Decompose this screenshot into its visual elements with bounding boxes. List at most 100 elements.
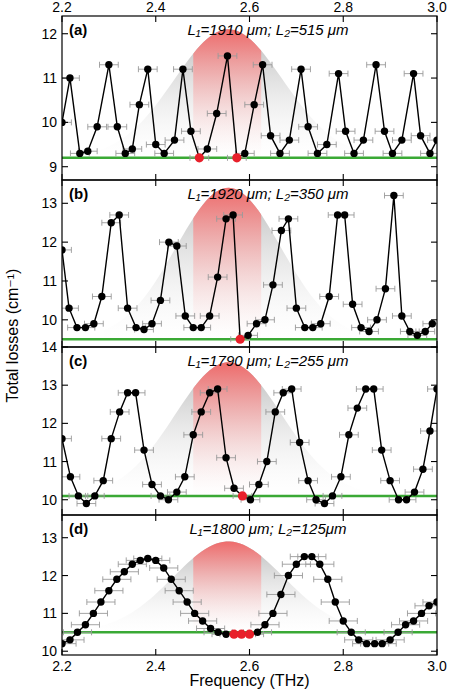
data-point — [362, 385, 369, 392]
data-point — [398, 136, 405, 143]
error-bar — [217, 455, 236, 461]
data-point — [148, 320, 155, 327]
error-bar — [385, 193, 404, 199]
data-point — [372, 61, 379, 68]
y-tick — [431, 166, 437, 167]
y-tick — [62, 203, 68, 204]
error-bar — [361, 641, 389, 647]
data-point — [417, 132, 424, 139]
data-point — [312, 496, 319, 503]
error-bar — [62, 247, 71, 253]
series-line — [62, 389, 437, 504]
y-tick — [431, 575, 437, 576]
data-point — [390, 192, 397, 199]
data-point — [373, 316, 380, 323]
x-tick — [249, 341, 250, 347]
error-bar — [384, 629, 412, 635]
error-bar — [376, 286, 395, 292]
x-tick — [155, 174, 156, 180]
x-tick — [155, 509, 156, 515]
data-point — [190, 324, 197, 331]
data-point — [179, 65, 186, 72]
data-point — [285, 215, 292, 222]
data-point — [255, 481, 262, 488]
data-point — [382, 285, 389, 292]
y-tick — [62, 461, 68, 462]
data-point — [355, 636, 362, 643]
plot-frame — [62, 347, 437, 515]
x-tick — [436, 649, 437, 655]
data-point — [173, 242, 180, 249]
error-bar — [290, 554, 318, 560]
y-tick — [62, 280, 68, 281]
y-tick — [431, 122, 437, 123]
error-bar — [292, 66, 311, 72]
data-point — [371, 640, 378, 647]
x-tick — [61, 180, 62, 186]
data-point — [241, 150, 248, 157]
data-point — [198, 324, 205, 331]
error-bar — [321, 599, 349, 605]
data-point — [277, 591, 284, 598]
data-point — [267, 132, 274, 139]
y-tick-label: 12 — [41, 234, 57, 250]
data-point — [426, 150, 433, 157]
data-point — [337, 473, 344, 480]
data-point — [293, 560, 300, 567]
panel-label: (d) — [69, 520, 88, 537]
error-bar — [100, 62, 119, 68]
error-bar — [225, 485, 244, 491]
error-bar — [110, 569, 138, 575]
data-point — [82, 621, 89, 628]
error-bar — [69, 493, 88, 499]
data-point — [286, 136, 293, 143]
error-bar — [92, 294, 111, 300]
error-bar — [257, 459, 276, 465]
y-tick — [62, 242, 68, 243]
error-bar — [271, 150, 290, 156]
data-point — [370, 385, 377, 392]
error-bar — [383, 150, 402, 156]
data-point — [90, 320, 97, 327]
data-point — [304, 477, 311, 484]
y-tick — [431, 423, 437, 424]
y-tick — [431, 461, 437, 462]
data-point — [365, 328, 372, 335]
data-point — [419, 465, 426, 472]
error-bar — [175, 474, 194, 480]
data-point — [402, 621, 409, 628]
error-bar — [290, 439, 309, 445]
error-bar — [280, 137, 299, 143]
error-bar — [354, 137, 373, 143]
data-point — [114, 123, 121, 130]
data-point — [230, 485, 237, 492]
data-point — [309, 324, 316, 331]
data-point — [173, 488, 180, 495]
error-bar — [62, 119, 71, 125]
y-tick-label: 12 — [41, 415, 57, 431]
data-point — [323, 141, 330, 148]
x-tick — [249, 649, 250, 655]
error-bar — [261, 133, 280, 139]
x-tick — [436, 180, 437, 186]
data-point — [206, 312, 213, 319]
data-point — [105, 61, 112, 68]
data-point — [247, 496, 254, 503]
data-point — [100, 477, 107, 484]
error-bar — [250, 481, 269, 487]
error-bar — [218, 53, 237, 59]
y-tick — [62, 537, 68, 538]
data-point — [301, 324, 308, 331]
gain-curve — [100, 362, 367, 496]
data-point — [350, 150, 357, 157]
error-bar — [423, 321, 437, 327]
error-bar — [404, 71, 423, 77]
x-axis-label: Frequency (THz) — [189, 672, 309, 689]
data-point — [198, 408, 205, 415]
data-point — [75, 492, 82, 499]
data-point — [429, 320, 436, 327]
y-tick — [62, 319, 68, 320]
error-bar — [375, 128, 394, 134]
data-point — [360, 136, 367, 143]
y-tick — [431, 385, 437, 386]
